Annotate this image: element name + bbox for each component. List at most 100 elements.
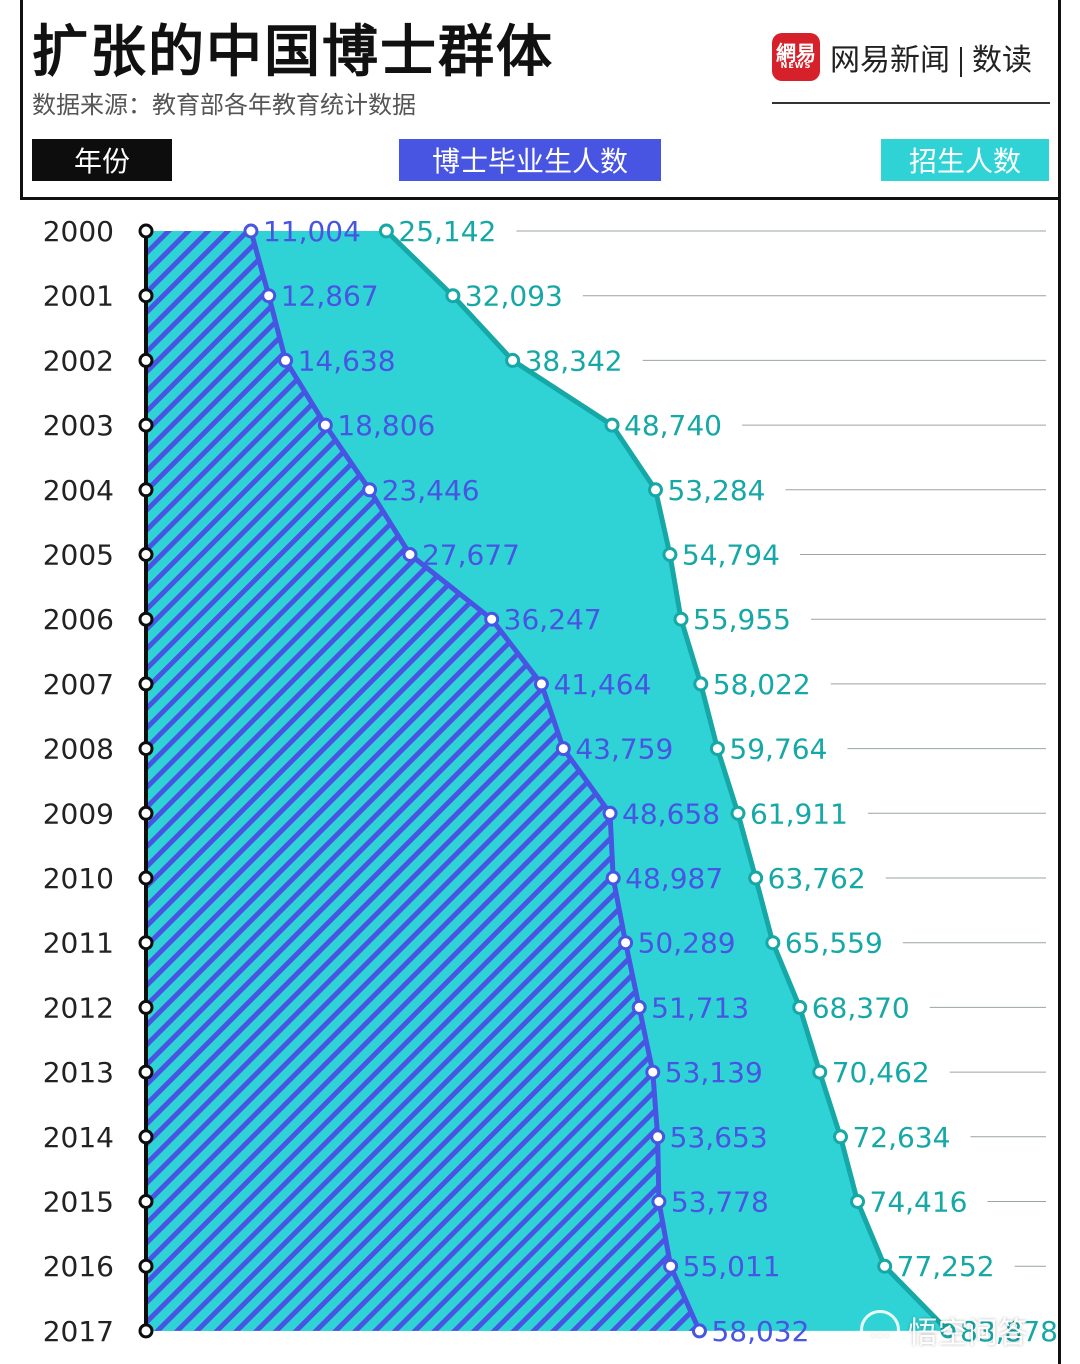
year-tick-label: 2016 xyxy=(43,1250,114,1283)
frame-left-border xyxy=(20,0,23,200)
enrollment-point xyxy=(940,1323,956,1339)
graduates-value-label: 27,677 xyxy=(422,539,520,572)
enrollment-value-label: 53,284 xyxy=(667,474,765,507)
year-tick-marker xyxy=(138,223,154,239)
logo-subtext: NEWS xyxy=(780,61,812,70)
graduates-point xyxy=(261,288,277,304)
enrollment-point xyxy=(877,1258,893,1274)
year-tick-label: 2001 xyxy=(43,280,114,313)
enrollment-line xyxy=(384,229,950,1333)
year-tick-label: 2012 xyxy=(43,991,114,1024)
graduates-value-label: 12,867 xyxy=(281,280,379,313)
graduates-value-label: 48,658 xyxy=(622,797,720,830)
enrollment-value-label: 72,634 xyxy=(852,1121,950,1154)
year-tick-marker xyxy=(138,676,154,692)
graduates-point xyxy=(663,1258,679,1274)
graduates-value-label: 51,713 xyxy=(651,991,749,1024)
graduates-value-label: 53,653 xyxy=(670,1121,768,1154)
data-marks xyxy=(243,223,956,1339)
year-tick-marker xyxy=(138,1194,154,1209)
enrollment-value-label: 61,911 xyxy=(750,797,848,830)
year-tick-marker xyxy=(138,352,154,368)
graduates-value-label: 53,139 xyxy=(665,1056,763,1089)
graduates-point xyxy=(533,676,549,692)
enrollment-point xyxy=(812,1064,828,1080)
year-tick-marker xyxy=(138,999,154,1015)
enrollment-value-label: 55,955 xyxy=(693,603,791,636)
brand: 網易 NEWS 网易新闻 数读 xyxy=(772,30,1032,84)
enrollment-value-label: 32,093 xyxy=(465,280,563,313)
year-tick-marker xyxy=(138,1323,154,1339)
year-tick-marker xyxy=(138,870,154,886)
graduates-point xyxy=(602,805,618,821)
graduates-value-label: 48,987 xyxy=(625,862,723,895)
enrollment-value-label: 58,022 xyxy=(713,668,811,701)
graduates-point xyxy=(605,870,621,886)
enrollment-value-label: 83,878 xyxy=(960,1315,1058,1348)
enrollment-value-label: 48,740 xyxy=(624,409,722,442)
enrollment-value-label: 65,559 xyxy=(785,927,883,960)
enrollment-point xyxy=(748,870,764,886)
graduates-value-label: 58,032 xyxy=(711,1315,809,1348)
legend-enrollment: 招生人数 xyxy=(881,139,1049,181)
year-axis: 2000 2001 2002 2003 2004 2005 2006 2007 2008 2009… xyxy=(43,215,154,1348)
year-tick-marker xyxy=(138,1258,154,1274)
graduates-point xyxy=(650,1129,666,1145)
chart-title: 扩张的中国博士群体 xyxy=(32,20,554,85)
year-tick-marker xyxy=(138,547,154,562)
year-tick-label: 2015 xyxy=(43,1186,114,1219)
year-tick-label: 2011 xyxy=(43,927,114,960)
year-tick-label: 2007 xyxy=(43,668,114,701)
enrollment-point xyxy=(604,417,620,433)
year-tick-label: 2004 xyxy=(43,474,114,507)
legend-graduates: 博士毕业生人数 xyxy=(399,139,661,181)
logo-text: 網易 xyxy=(776,41,816,65)
year-tick-label: 2008 xyxy=(43,733,114,766)
year-tick-marker xyxy=(138,611,154,627)
enrollment-value-label: 77,252 xyxy=(897,1250,995,1283)
enrollment-point xyxy=(792,999,808,1015)
enrollment-value-label: 59,764 xyxy=(729,733,827,766)
year-tick-label: 2014 xyxy=(43,1121,114,1154)
header-divider xyxy=(20,197,1061,200)
year-tick-label: 2006 xyxy=(43,603,114,636)
graduates-value-label: 23,446 xyxy=(382,474,480,507)
graduates-point xyxy=(618,935,634,951)
graduates-point xyxy=(402,547,418,562)
graduates-point xyxy=(317,417,333,433)
graduates-value-label: 36,247 xyxy=(504,603,602,636)
brand-underline xyxy=(772,102,1050,104)
enrollment-value-label: 25,142 xyxy=(398,215,496,248)
year-tick-marker xyxy=(138,288,154,304)
graduates-value-label: 14,638 xyxy=(298,344,396,377)
year-tick-marker xyxy=(138,417,154,433)
enrollment-value-label: 54,794 xyxy=(682,539,780,572)
graduates-value-label: 50,289 xyxy=(638,927,736,960)
watermark-text: 悟空问答 xyxy=(908,1316,1028,1351)
graduates-point xyxy=(645,1064,661,1080)
enrollment-value-label: 63,762 xyxy=(768,862,866,895)
graduates-point xyxy=(362,482,378,498)
enrollment-point xyxy=(647,482,663,498)
year-tick-marker xyxy=(138,935,154,951)
graduates-value-label: 53,778 xyxy=(671,1186,769,1219)
graduates-point xyxy=(631,999,647,1015)
enrollment-value-label: 68,370 xyxy=(812,991,910,1024)
enrollment-point xyxy=(673,611,689,627)
year-tick-marker xyxy=(138,805,154,821)
enrollment-value-label: 38,342 xyxy=(525,344,623,377)
enrollment-point xyxy=(662,547,678,562)
year-tick-label: 2009 xyxy=(43,797,114,830)
enrollment-point xyxy=(765,935,781,951)
year-tick-marker xyxy=(138,1129,154,1145)
graduates-value-label: 41,464 xyxy=(553,668,651,701)
year-tick-label: 2000 xyxy=(43,215,114,248)
enrollment-point xyxy=(709,741,725,757)
enrollment-point xyxy=(832,1129,848,1145)
year-tick-label: 2003 xyxy=(43,409,114,442)
year-tick-label: 2005 xyxy=(43,539,114,572)
graduates-point xyxy=(651,1194,667,1209)
enrollment-point xyxy=(850,1194,866,1209)
